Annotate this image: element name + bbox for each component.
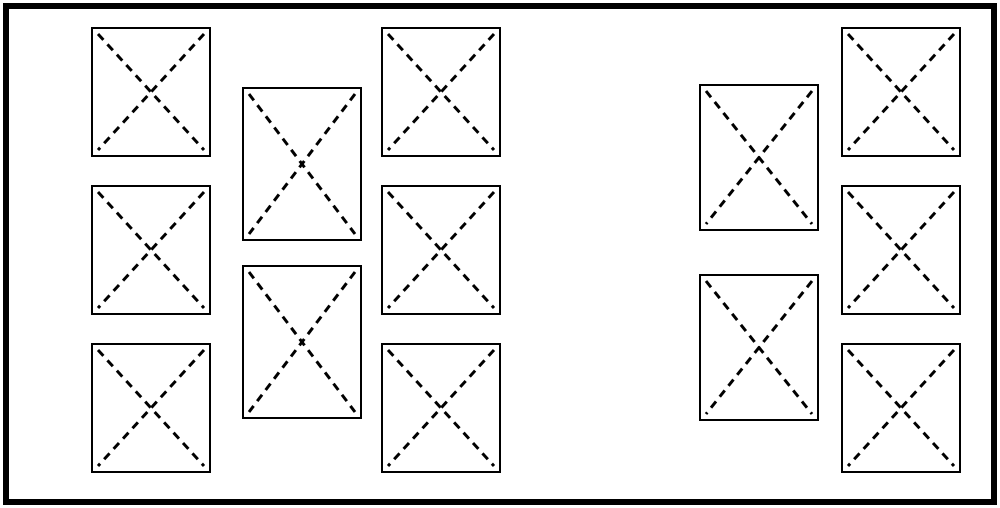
- crossed-box: [92, 186, 210, 314]
- crossed-box: [842, 344, 960, 472]
- crossed-box: [382, 344, 500, 472]
- crossed-box: [842, 28, 960, 156]
- crossed-box: [243, 88, 361, 240]
- diagram-canvas: [0, 0, 1000, 508]
- crossed-box: [243, 266, 361, 418]
- crossed-box: [92, 28, 210, 156]
- crossed-box: [842, 186, 960, 314]
- crossed-box: [382, 28, 500, 156]
- crossed-box: [382, 186, 500, 314]
- crossed-box: [700, 85, 818, 230]
- crossed-box: [92, 344, 210, 472]
- crossed-box: [700, 275, 818, 420]
